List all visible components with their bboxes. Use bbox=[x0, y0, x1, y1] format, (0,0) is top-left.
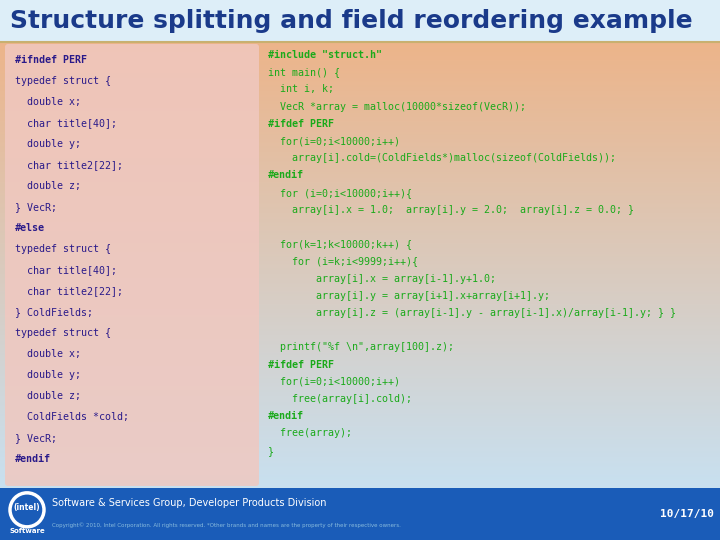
Text: array[i].x = array[i-1].y+1.0;: array[i].x = array[i-1].y+1.0; bbox=[268, 274, 496, 284]
Text: (intel): (intel) bbox=[14, 503, 40, 512]
Bar bbox=[0, 0, 720, 42]
Text: } VecR;: } VecR; bbox=[15, 202, 57, 212]
Text: double y;: double y; bbox=[15, 139, 81, 149]
Text: for(i=0;i<10000;i++): for(i=0;i<10000;i++) bbox=[268, 377, 400, 387]
Text: double x;: double x; bbox=[15, 349, 81, 359]
Text: Software & Services Group, Developer Products Division: Software & Services Group, Developer Pro… bbox=[52, 497, 326, 508]
Text: VecR *array = malloc(10000*sizeof(VecR));: VecR *array = malloc(10000*sizeof(VecR))… bbox=[268, 102, 526, 112]
Text: Software: Software bbox=[9, 528, 45, 534]
Text: #ifdef PERF: #ifdef PERF bbox=[268, 119, 334, 129]
Text: }: } bbox=[268, 446, 274, 456]
Text: double x;: double x; bbox=[15, 97, 81, 107]
Text: char title[40];: char title[40]; bbox=[15, 118, 117, 128]
Text: ColdFields *cold;: ColdFields *cold; bbox=[15, 412, 129, 422]
Text: char title[40];: char title[40]; bbox=[15, 265, 117, 275]
Text: for (i=0;i<10000;i++){: for (i=0;i<10000;i++){ bbox=[268, 187, 412, 198]
Text: } ColdFields;: } ColdFields; bbox=[15, 307, 93, 317]
Bar bbox=[0, 488, 720, 540]
Text: char title2[22];: char title2[22]; bbox=[15, 160, 123, 170]
FancyBboxPatch shape bbox=[5, 44, 259, 486]
Text: double z;: double z; bbox=[15, 391, 81, 401]
Text: printf("%f \n",array[100].z);: printf("%f \n",array[100].z); bbox=[268, 342, 454, 353]
Text: #ifdef PERF: #ifdef PERF bbox=[268, 360, 334, 369]
Text: typedef struct {: typedef struct { bbox=[15, 76, 111, 86]
Text: #endif: #endif bbox=[15, 454, 51, 464]
Text: char title2[22];: char title2[22]; bbox=[15, 286, 123, 296]
Text: #else: #else bbox=[15, 223, 45, 233]
Text: #endif: #endif bbox=[268, 411, 304, 421]
Text: int main() {: int main() { bbox=[268, 67, 340, 77]
Text: } VecR;: } VecR; bbox=[15, 433, 57, 443]
Text: for(i=0;i<10000;i++): for(i=0;i<10000;i++) bbox=[268, 136, 400, 146]
Text: 10/17/10: 10/17/10 bbox=[660, 509, 714, 519]
Text: #endif: #endif bbox=[268, 171, 304, 180]
Text: double y;: double y; bbox=[15, 370, 81, 380]
Text: Copyright© 2010, Intel Corporation. All rights reserved. *Other brands and names: Copyright© 2010, Intel Corporation. All … bbox=[52, 523, 401, 528]
Text: for (i=k;i<9999;i++){: for (i=k;i<9999;i++){ bbox=[268, 256, 418, 266]
Text: for(k=1;k<10000;k++) {: for(k=1;k<10000;k++) { bbox=[268, 239, 412, 249]
Text: #ifndef PERF: #ifndef PERF bbox=[15, 55, 87, 65]
Text: int i, k;: int i, k; bbox=[268, 84, 334, 94]
Text: typedef struct {: typedef struct { bbox=[15, 328, 111, 338]
Text: Structure splitting and field reordering example: Structure splitting and field reordering… bbox=[10, 9, 693, 33]
Text: array[i].z = (array[i-1].y - array[i-1].x)/array[i-1].y; } }: array[i].z = (array[i-1].y - array[i-1].… bbox=[268, 308, 676, 318]
Text: array[i].cold=(ColdFields*)malloc(sizeof(ColdFields));: array[i].cold=(ColdFields*)malloc(sizeof… bbox=[268, 153, 616, 163]
Text: double z;: double z; bbox=[15, 181, 81, 191]
Text: #include "struct.h": #include "struct.h" bbox=[268, 50, 382, 60]
Text: free(array[i].cold);: free(array[i].cold); bbox=[268, 394, 412, 404]
Text: typedef struct {: typedef struct { bbox=[15, 244, 111, 254]
Text: array[i].y = array[i+1].x+array[i+1].y;: array[i].y = array[i+1].x+array[i+1].y; bbox=[268, 291, 550, 301]
Text: array[i].x = 1.0;  array[i].y = 2.0;  array[i].z = 0.0; }: array[i].x = 1.0; array[i].y = 2.0; arra… bbox=[268, 205, 634, 215]
Text: free(array);: free(array); bbox=[268, 428, 352, 438]
